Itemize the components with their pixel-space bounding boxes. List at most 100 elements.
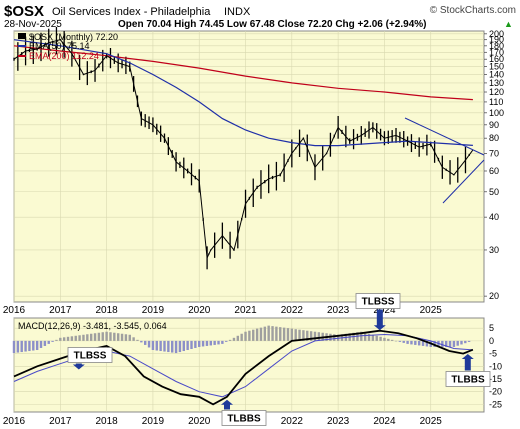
price-line: [13, 39, 474, 260]
histogram-bar: [101, 332, 104, 341]
histogram-bar: [24, 340, 27, 352]
histogram-bar: [47, 340, 50, 344]
price-tick-label: 110: [489, 97, 503, 107]
histogram-bar: [275, 326, 278, 341]
price-tick-label: 50: [489, 187, 499, 197]
histogram-bar: [452, 340, 456, 347]
histogram-bar: [306, 330, 309, 341]
histogram-bar: [39, 340, 43, 348]
histogram-bar: [232, 337, 236, 341]
histogram-bar: [186, 340, 189, 351]
index-name: Oil Services Index - Philadelphia: [52, 6, 211, 18]
price-tick-label: 180: [489, 41, 504, 51]
histogram-bar: [467, 340, 471, 342]
x-tick-label: 2018: [95, 305, 118, 316]
price-tick-label: 60: [489, 166, 499, 176]
histogram-bar: [267, 325, 270, 341]
histogram-bar: [51, 340, 54, 342]
price-tick-label: 40: [489, 212, 499, 222]
annotation-tlbbs: TLBBS: [445, 354, 491, 387]
ema200-line: [13, 45, 473, 101]
annotation-box: [355, 293, 401, 309]
x-tick-label: 2025: [420, 305, 443, 316]
histogram-bar: [136, 339, 139, 341]
histogram-bar: [433, 340, 436, 347]
price-tick-label: 120: [489, 87, 504, 97]
histogram-bar: [43, 340, 47, 346]
histogram-bar: [417, 340, 421, 346]
histogram-bar: [460, 340, 463, 345]
x-tick-label: 2022: [281, 305, 304, 316]
x-tick-label: 2016: [3, 416, 26, 427]
price-tick-label: 150: [489, 62, 504, 72]
symbol: $OSX: [4, 3, 44, 20]
histogram-bar: [97, 332, 101, 341]
histogram-bar: [140, 340, 143, 343]
histogram-bar: [271, 326, 274, 341]
price-tick-label: 160: [489, 54, 504, 64]
histogram-bar: [387, 338, 390, 341]
macd-tick-label: -10: [489, 361, 502, 371]
trendline-lower: [442, 159, 485, 204]
histogram-bar: [147, 340, 151, 348]
histogram-bar: [240, 333, 243, 341]
annotations: TLBSS TLBBS TLBSS TLBBS: [67, 293, 491, 426]
histogram-bar: [221, 340, 224, 344]
histogram-bar: [93, 333, 97, 341]
histogram-bar: [252, 329, 255, 341]
histogram-bar: [116, 333, 120, 341]
histogram-bar: [194, 340, 197, 348]
annotation-arrow: [221, 399, 234, 410]
histogram-bar: [294, 329, 297, 341]
x-tick-label: 2020: [188, 416, 211, 427]
histogram-bar: [20, 340, 23, 353]
annotation-label: TLBBS: [227, 414, 261, 425]
histogram-bar: [105, 331, 108, 341]
ohlc-text: Open 70.04 High 74.45 Low 67.48 Close 72…: [118, 19, 426, 30]
x-axis-price: 2016 2017 2018 2019 2020 2021 2022 2023 2024 2025: [3, 305, 442, 316]
x-tick-label: 2020: [188, 305, 211, 316]
price-tick-label: 30: [489, 245, 499, 255]
histogram-bar: [441, 340, 444, 347]
annotation-tlbbs: TLBBS: [221, 399, 267, 426]
histogram-bar: [259, 327, 263, 341]
histogram-bar: [290, 328, 294, 341]
histogram-bar: [379, 336, 382, 341]
histogram-bar: [371, 334, 375, 341]
price-panel: [13, 30, 485, 303]
histogram-bar: [263, 326, 267, 341]
price-tick-label: 170: [489, 47, 504, 57]
macd-line: [13, 329, 474, 406]
exchange: INDX: [224, 6, 251, 18]
price-tick-label: 90: [489, 120, 499, 130]
histogram-bar: [182, 340, 185, 352]
price-tick-label: 130: [489, 78, 504, 88]
histogram-bar: [155, 340, 158, 351]
annotation-arrow: [373, 309, 386, 331]
histogram-bar: [82, 334, 85, 341]
price-tick-label: 200: [489, 29, 504, 39]
x-tick-label: 2025: [420, 416, 443, 427]
histogram-bar: [244, 331, 247, 341]
histogram-bar: [89, 333, 93, 341]
histogram-bar: [163, 340, 166, 352]
macd-axis: 5 0 -5 -10 -15 -20 -25: [489, 323, 502, 409]
histogram-bar: [255, 328, 259, 341]
annotation-label: TLBSS: [362, 297, 395, 308]
histogram-bar: [86, 334, 89, 341]
histogram-bar: [464, 340, 467, 344]
x-tick-label: 2016: [3, 305, 26, 316]
histogram-bar: [313, 331, 317, 341]
histogram-bar: [383, 337, 386, 341]
macd-histogram: [12, 325, 471, 354]
histogram-bar: [35, 340, 39, 351]
histogram-bar: [248, 330, 251, 341]
macd-tick-label: -5: [489, 349, 497, 359]
histogram-bar: [66, 336, 70, 341]
legend-macd: MACD(12,26,9) -3.481, -3.545, 0.064: [18, 321, 167, 331]
histogram-bar: [174, 340, 178, 354]
x-tick-label: 2019: [142, 305, 165, 316]
histogram-bar: [120, 333, 124, 341]
histogram-bar: [78, 335, 81, 341]
